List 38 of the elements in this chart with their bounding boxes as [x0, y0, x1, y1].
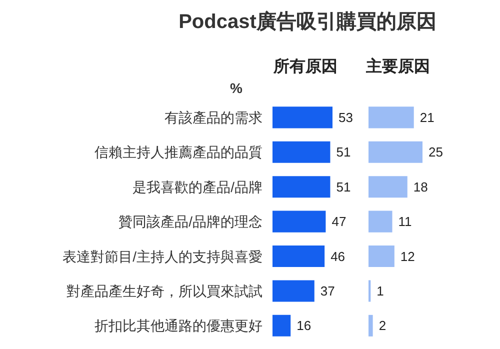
data-label: 21 [420, 110, 434, 125]
chart-subtitle: 所有原因 [272, 58, 338, 76]
y-tick-label: 折扣比其他通路的優惠更好 [94, 318, 262, 334]
y-tick-label: 信賴主持人推薦產品的品質 [94, 144, 262, 160]
chart-title: Podcast廣告吸引購買的原因 [178, 10, 436, 35]
data-label: 25 [428, 144, 443, 160]
y-tick-label: 贊同該產品/品牌的理念 [118, 214, 262, 230]
bar [368, 314, 373, 336]
bar [368, 106, 414, 128]
y-axis-title: % [230, 80, 244, 96]
data-label: 11 [398, 214, 412, 230]
data-label: 51 [336, 179, 351, 194]
data-label: 2 [378, 318, 386, 334]
bar [272, 176, 330, 198]
bar [368, 176, 408, 198]
bar [368, 141, 422, 163]
data-label: 1 [376, 283, 384, 298]
data-label: 37 [320, 283, 335, 298]
data-label: 16 [296, 318, 312, 334]
bar [272, 210, 326, 232]
data-label: 47 [332, 214, 346, 230]
bar [272, 314, 291, 336]
y-tick-label: 有該產品的需求 [164, 109, 262, 126]
chart-subtitle: 主要原因 [365, 56, 430, 76]
bar [368, 246, 394, 268]
data-label: 51 [336, 144, 351, 160]
bar [368, 210, 392, 232]
y-tick-label: 對產品產生好奇，所以買來試試 [66, 282, 262, 299]
y-tick-label: 是我喜歡的產品/品牌 [132, 178, 262, 195]
y-tick-label: 表達對節目/主持人的支持與喜愛 [62, 248, 262, 264]
data-label: 18 [413, 179, 428, 194]
bar [272, 141, 330, 163]
bar [272, 106, 332, 128]
data-label: 12 [400, 248, 415, 264]
bar [272, 280, 314, 302]
bar [272, 246, 325, 268]
data-label: 53 [338, 110, 353, 125]
data-label: 46 [330, 248, 346, 264]
